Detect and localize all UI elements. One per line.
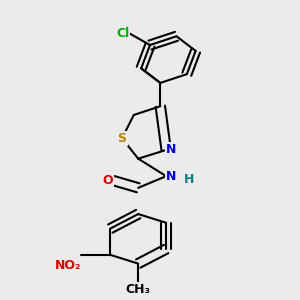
Text: N: N [166, 170, 177, 183]
Text: NO₂: NO₂ [54, 259, 81, 272]
Text: N: N [166, 143, 177, 156]
Text: H: H [184, 172, 194, 186]
Text: CH₃: CH₃ [126, 283, 151, 296]
Text: O: O [103, 174, 113, 187]
Text: S: S [118, 132, 127, 145]
Text: Cl: Cl [116, 27, 129, 40]
